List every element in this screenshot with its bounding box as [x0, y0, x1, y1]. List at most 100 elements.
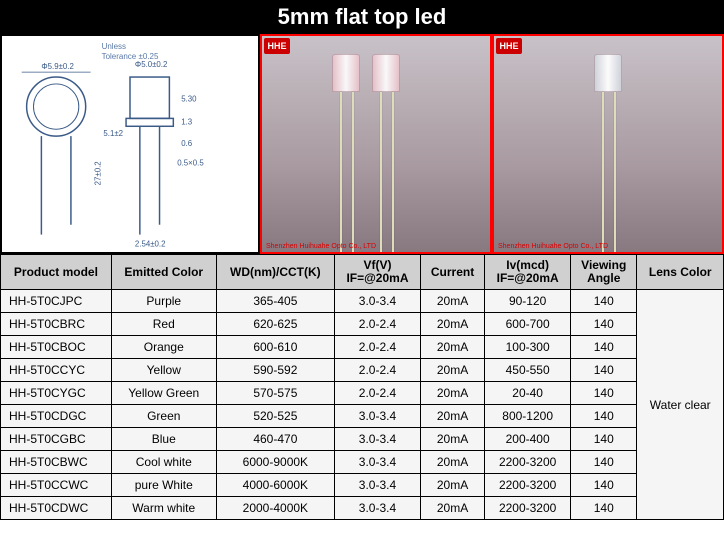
- table-cell: Warm white: [111, 497, 216, 520]
- logo-badge: HHE: [496, 38, 522, 54]
- table-cell: 3.0-3.4: [335, 451, 421, 474]
- table-cell: 90-120: [485, 290, 571, 313]
- photo-one-led: HHE Shenzhen Huihuahe Opto Co., LTD: [492, 34, 724, 254]
- table-cell: Purple: [111, 290, 216, 313]
- svg-text:0.5×0.5: 0.5×0.5: [177, 159, 204, 168]
- table-cell: 3.0-3.4: [335, 428, 421, 451]
- table-cell: 3.0-3.4: [335, 290, 421, 313]
- col-iv-l2: IF=@20mA: [491, 272, 564, 285]
- table-cell: 20mA: [420, 428, 484, 451]
- tolerance-note: Unless Tolerance ±0.25: [102, 42, 159, 61]
- table-cell: 2200-3200: [485, 497, 571, 520]
- table-cell: HH-5T0CBRC: [1, 313, 112, 336]
- table-cell: 140: [571, 428, 637, 451]
- svg-text:2.54±0.2: 2.54±0.2: [135, 239, 166, 248]
- page-title: 5mm flat top led: [0, 0, 724, 34]
- table-cell: 570-575: [216, 382, 334, 405]
- table-row: HH-5T0CBRCRed620-6252.0-2.420mA600-70014…: [1, 313, 724, 336]
- table-cell: 20mA: [420, 474, 484, 497]
- svg-text:27±0.2: 27±0.2: [93, 161, 102, 185]
- table-row: HH-5T0CYGCYellow Green570-5752.0-2.420mA…: [1, 382, 724, 405]
- col-wd-cct: WD(nm)/CCT(K): [216, 255, 334, 290]
- table-cell: Blue: [111, 428, 216, 451]
- tolerance-line1: Unless: [102, 42, 159, 52]
- svg-text:1.3: 1.3: [181, 117, 193, 126]
- table-cell: 590-592: [216, 359, 334, 382]
- table-cell: 2.0-2.4: [335, 382, 421, 405]
- table-cell: 600-610: [216, 336, 334, 359]
- col-vf: Vf(V) IF=@20mA: [335, 255, 421, 290]
- table-cell: 100-300: [485, 336, 571, 359]
- col-viewing-angle: Viewing Angle: [571, 255, 637, 290]
- lens-color-cell: Water clear: [637, 290, 724, 520]
- table-cell: 140: [571, 382, 637, 405]
- col-vf-l2: IF=@20mA: [341, 272, 414, 285]
- table-cell: 450-550: [485, 359, 571, 382]
- table-cell: 140: [571, 359, 637, 382]
- table-cell: 20mA: [420, 497, 484, 520]
- table-cell: 20mA: [420, 359, 484, 382]
- table-cell: HH-5T0CBOC: [1, 336, 112, 359]
- table-cell: HH-5T0CDGC: [1, 405, 112, 428]
- table-row: HH-5T0CBOCOrange600-6102.0-2.420mA100-30…: [1, 336, 724, 359]
- table-row: HH-5T0CJPCPurple365-4053.0-3.420mA90-120…: [1, 290, 724, 313]
- table-cell: 620-625: [216, 313, 334, 336]
- table-cell: 20mA: [420, 451, 484, 474]
- table-cell: 365-405: [216, 290, 334, 313]
- table-cell: Cool white: [111, 451, 216, 474]
- table-cell: 6000-9000K: [216, 451, 334, 474]
- table-cell: Orange: [111, 336, 216, 359]
- col-iv: Iv(mcd) IF=@20mA: [485, 255, 571, 290]
- table-cell: 800-1200: [485, 405, 571, 428]
- diagram-panel: Unless Tolerance ±0.25 Φ5.9±0.2 Φ5.0±0.2…: [0, 34, 260, 254]
- table-row: HH-5T0CDWCWarm white2000-4000K3.0-3.420m…: [1, 497, 724, 520]
- table-cell: HH-5T0CYGC: [1, 382, 112, 405]
- table-row: HH-5T0CCYCYellow590-5922.0-2.420mA450-55…: [1, 359, 724, 382]
- svg-text:Φ5.0±0.2: Φ5.0±0.2: [135, 60, 167, 69]
- col-lens-color: Lens Color: [637, 255, 724, 290]
- photo-footer: Shenzhen Huihuahe Opto Co., LTD: [498, 243, 718, 250]
- table-header-row: Product model Emitted Color WD(nm)/CCT(K…: [1, 255, 724, 290]
- table-row: HH-5T0CDGCGreen520-5253.0-3.420mA800-120…: [1, 405, 724, 428]
- table-cell: 2.0-2.4: [335, 313, 421, 336]
- table-cell: pure White: [111, 474, 216, 497]
- table-cell: Red: [111, 313, 216, 336]
- table-cell: 3.0-3.4: [335, 405, 421, 428]
- table-cell: 2000-4000K: [216, 497, 334, 520]
- table-row: HH-5T0CBWCCool white6000-9000K3.0-3.420m…: [1, 451, 724, 474]
- table-cell: 140: [571, 405, 637, 428]
- table-cell: 2.0-2.4: [335, 336, 421, 359]
- table-cell: 20mA: [420, 290, 484, 313]
- led-diagram-svg: Φ5.9±0.2 Φ5.0±0.2 5.30 1.3 5.1±2 0.6 0.5…: [2, 36, 258, 252]
- images-row: Unless Tolerance ±0.25 Φ5.9±0.2 Φ5.0±0.2…: [0, 34, 724, 254]
- table-cell: 4000-6000K: [216, 474, 334, 497]
- table-cell: Yellow Green: [111, 382, 216, 405]
- table-cell: 2200-3200: [485, 451, 571, 474]
- table-cell: 140: [571, 451, 637, 474]
- svg-text:5.1±2: 5.1±2: [103, 129, 123, 138]
- table-cell: Yellow: [111, 359, 216, 382]
- table-cell: 600-700: [485, 313, 571, 336]
- table-cell: HH-5T0CGBC: [1, 428, 112, 451]
- spec-table: Product model Emitted Color WD(nm)/CCT(K…: [0, 254, 724, 520]
- table-cell: HH-5T0CCWC: [1, 474, 112, 497]
- table-cell: 3.0-3.4: [335, 497, 421, 520]
- table-cell: 520-525: [216, 405, 334, 428]
- table-cell: 20-40: [485, 382, 571, 405]
- table-cell: HH-5T0CCYC: [1, 359, 112, 382]
- table-cell: HH-5T0CJPC: [1, 290, 112, 313]
- table-cell: 2.0-2.4: [335, 359, 421, 382]
- table-cell: HH-5T0CBWC: [1, 451, 112, 474]
- photo-footer: Shenzhen Huihuahe Opto Co., LTD: [266, 243, 486, 250]
- col-product-model: Product model: [1, 255, 112, 290]
- table-cell: 140: [571, 313, 637, 336]
- svg-text:5.30: 5.30: [181, 95, 197, 104]
- table-cell: 2200-3200: [485, 474, 571, 497]
- table-cell: 200-400: [485, 428, 571, 451]
- table-cell: Green: [111, 405, 216, 428]
- table-cell: 3.0-3.4: [335, 474, 421, 497]
- tolerance-line2: Tolerance ±0.25: [102, 52, 159, 62]
- table-cell: 20mA: [420, 313, 484, 336]
- table-cell: HH-5T0CDWC: [1, 497, 112, 520]
- table-cell: 20mA: [420, 382, 484, 405]
